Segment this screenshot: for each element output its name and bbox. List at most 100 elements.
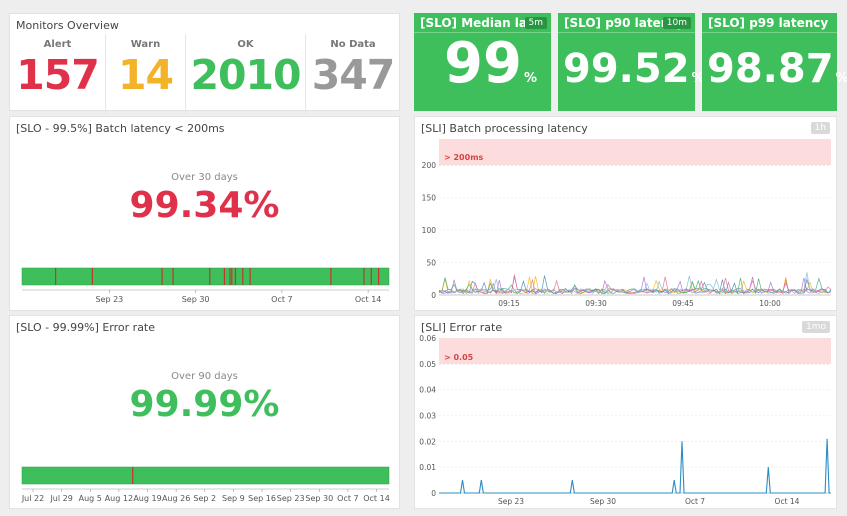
x-tick-label: 09:45: [672, 299, 694, 308]
x-tick-label: Oct 14: [775, 497, 800, 506]
x-tick-label: 09:30: [585, 299, 607, 308]
failure-mark: [91, 268, 93, 285]
tick-label: Sep 30: [305, 494, 333, 503]
y-tick-label: 0.05: [419, 360, 436, 369]
failure-mark: [231, 268, 233, 285]
slo-p99-latency-tile[interactable]: [SLO] p99 latency 98.87%: [702, 13, 847, 111]
tick-label: Sep 16: [248, 494, 276, 503]
y-tick-label: 200: [422, 161, 437, 170]
tick-label: Aug 19: [133, 494, 161, 503]
monitor-label: No Data: [330, 39, 376, 50]
monitor-ok-cell[interactable]: OK 2010: [185, 34, 305, 114]
tick-label: Oct 14: [355, 295, 382, 304]
y-tick-label: 0.02: [419, 437, 436, 446]
tick-label: Sep 9: [222, 494, 245, 503]
x-tick-label: 09:15: [498, 299, 520, 308]
tick-label: Aug 12: [105, 494, 133, 503]
threshold-zone: [439, 338, 831, 364]
y-tick-label: 0: [431, 291, 436, 300]
y-tick-label: 100: [422, 226, 437, 235]
monitor-count: 2010: [190, 51, 301, 99]
failure-mark: [330, 268, 332, 285]
panel-title: [SLO - 99.99%] Error rate: [16, 321, 156, 334]
tile-value: 99: [444, 31, 522, 96]
y-tick-label: 50: [426, 259, 436, 268]
latency-series-line: [438, 272, 832, 295]
slo-median-latency-tile[interactable]: [SLO] Median late... 5m 99%: [414, 13, 551, 111]
monitor-label: OK: [237, 39, 254, 50]
x-tick-label: Sep 30: [590, 497, 616, 506]
failure-mark: [161, 268, 163, 285]
tick-label: Sep 23: [277, 494, 305, 503]
tile-unit: %: [836, 71, 847, 86]
tile-title: [SLO] p90 latency: [564, 16, 685, 30]
tile-title: [SLO] Median late...: [420, 16, 530, 30]
x-tick-label: Oct 7: [685, 497, 705, 506]
monitor-count: 347: [311, 51, 396, 99]
monitor-label: Alert: [43, 39, 72, 50]
uptime-bar: [21, 466, 390, 485]
tile-value-wrap: 98.87%: [707, 43, 847, 105]
tick-label: Sep 2: [193, 494, 216, 503]
tick-label: Jul 29: [49, 494, 72, 503]
slo-window: Over 30 days: [171, 172, 238, 183]
slo-value: 99.34%: [129, 185, 280, 226]
panel-title: [SLI] Batch processing latency: [421, 122, 588, 135]
tile-unit: %: [523, 71, 537, 86]
time-badge: 5m: [524, 17, 547, 29]
tick-label: Aug 26: [162, 494, 190, 503]
time-badge[interactable]: 1mo: [802, 321, 830, 333]
slo-window: Over 90 days: [171, 371, 238, 382]
tick-label: Sep 23: [95, 295, 123, 304]
monitors-overview-panel: Monitors Overview Alert 157 Warn 14 OK 2…: [9, 13, 400, 114]
panel-title: [SLO - 99.5%] Batch latency < 200ms: [16, 122, 225, 135]
y-tick-label: 150: [422, 194, 437, 203]
monitor-warn-cell[interactable]: Warn 14: [105, 34, 185, 114]
threshold-label: > 0.05: [444, 353, 474, 362]
threshold-label: > 200ms: [444, 153, 484, 162]
failure-mark: [209, 268, 211, 285]
monitor-count: 157: [16, 51, 100, 99]
slo-p90-latency-tile[interactable]: [SLO] p90 latency 10m 99.52%: [558, 13, 705, 111]
failure-mark: [172, 268, 174, 285]
failure-mark: [223, 268, 226, 285]
failure-mark: [229, 268, 231, 285]
monitor-nodata-cell[interactable]: No Data 347: [305, 34, 400, 114]
error-rate-series-line: [439, 438, 831, 494]
x-tick-label: Sep 23: [498, 497, 524, 506]
monitor-label: Warn: [130, 39, 161, 50]
tile-value: 98.87: [707, 46, 834, 92]
time-badge[interactable]: 1h: [810, 122, 830, 134]
sli-batch-latency-panel: [SLI] Batch processing latency 1h > 200m…: [414, 116, 837, 311]
failure-mark: [370, 268, 372, 285]
slo-history-bar: Jul 22 Jul 29 Aug 5 Aug 12 Aug 19 Aug 26 Sep 2…: [21, 466, 390, 503]
failure-mark: [132, 467, 134, 484]
tick-label: Jul 22: [21, 494, 44, 503]
x-tick-label: 10:00: [759, 299, 781, 308]
failure-mark: [55, 268, 57, 285]
tile-title: [SLO] p99 latency: [708, 16, 829, 30]
panel-title: Monitors Overview: [16, 19, 119, 32]
y-tick-label: 0.06: [419, 334, 436, 343]
tile-value: 99.52: [563, 46, 690, 92]
failure-mark: [377, 268, 380, 285]
tile-value-wrap: 99%: [444, 36, 537, 105]
latency-timeseries-chart[interactable]: > 200ms 0 50 100 150 200 09:15 09:30 09:45 10:00: [415, 117, 838, 312]
slo-history-bar: Sep 23 Sep 30 Oct 7 Oct 14: [21, 267, 390, 304]
y-tick-label: 0.04: [419, 386, 436, 395]
failure-mark: [249, 268, 251, 285]
tile-unit: %: [691, 71, 705, 86]
threshold-zone: [439, 139, 831, 165]
latency-series-line: [438, 277, 832, 295]
tick-label: Sep 30: [182, 295, 210, 304]
y-tick-label: 0.01: [419, 463, 436, 472]
panel-title: [SLI] Error rate: [421, 321, 503, 334]
slo-error-rate-panel: [SLO - 99.99%] Error rate Over 90 days 9…: [9, 315, 400, 509]
tick-label: Oct 7: [271, 295, 292, 304]
latency-series-line: [438, 274, 832, 295]
tick-label: Oct 7: [337, 494, 358, 503]
failure-mark: [363, 268, 365, 285]
monitor-alert-cell[interactable]: Alert 157: [10, 34, 105, 114]
failure-mark: [234, 268, 237, 285]
error-rate-timeseries-chart[interactable]: > 0.05 0 0.01 0.02 0.03 0.04 0.05 0.06 Sep 23 Sep…: [415, 316, 838, 510]
